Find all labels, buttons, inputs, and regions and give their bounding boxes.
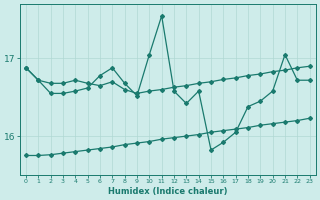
X-axis label: Humidex (Indice chaleur): Humidex (Indice chaleur) [108, 187, 228, 196]
